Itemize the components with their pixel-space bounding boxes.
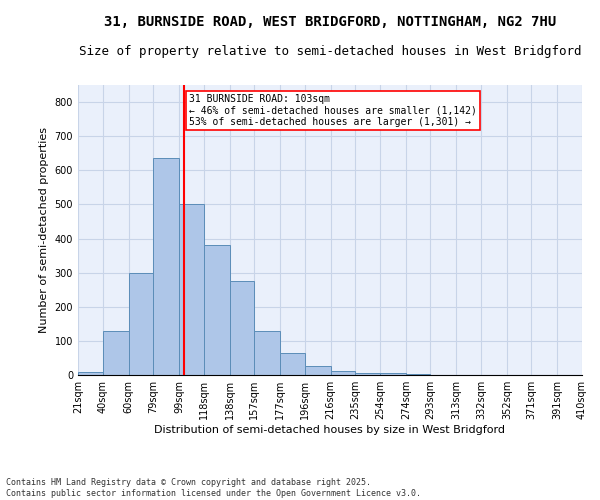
Text: Contains HM Land Registry data © Crown copyright and database right 2025.
Contai: Contains HM Land Registry data © Crown c… [6,478,421,498]
Bar [78,372,103,375]
Bar [254,330,280,375]
Y-axis label: Number of semi-detached properties: Number of semi-detached properties [39,127,49,333]
Bar [406,374,430,375]
Text: Size of property relative to semi-detached houses in West Bridgford: Size of property relative to semi-detach… [79,45,581,58]
Text: 31 BURNSIDE ROAD: 103sqm
← 46% of semi-detached houses are smaller (1,142)
53% o: 31 BURNSIDE ROAD: 103sqm ← 46% of semi-d… [189,94,477,127]
Bar [355,374,380,375]
Bar [128,272,153,375]
Bar [230,281,254,375]
Bar [305,366,331,375]
Text: 31, BURNSIDE ROAD, WEST BRIDGFORD, NOTTINGHAM, NG2 7HU: 31, BURNSIDE ROAD, WEST BRIDGFORD, NOTTI… [104,15,556,29]
Bar [103,330,128,375]
Bar [331,371,355,375]
Bar [179,204,203,375]
Bar [380,374,406,375]
Bar [203,246,230,375]
Bar [153,158,179,375]
Bar [280,353,305,375]
X-axis label: Distribution of semi-detached houses by size in West Bridgford: Distribution of semi-detached houses by … [155,425,505,435]
